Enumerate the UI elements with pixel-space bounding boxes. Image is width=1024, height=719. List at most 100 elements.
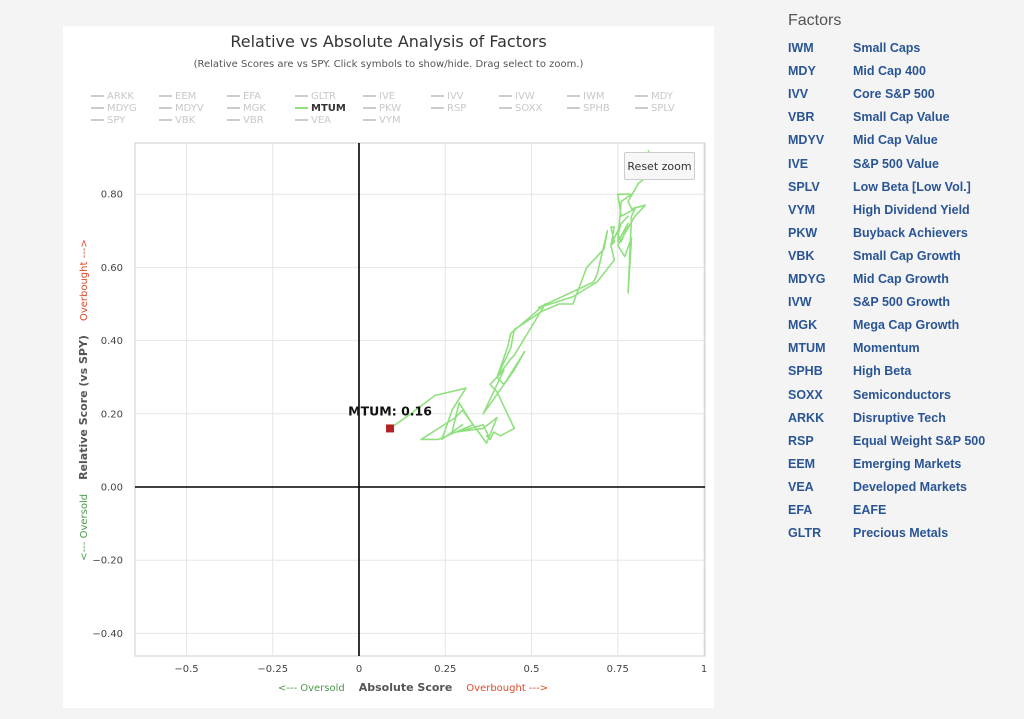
legend-item-mgk[interactable]: MGK (227, 103, 266, 114)
y-oversold-annotation: <--- Oversold (79, 494, 90, 561)
legend-item-mtum[interactable]: MTUM (295, 103, 346, 114)
legend-label: VYM (379, 115, 401, 126)
legend-symbol (635, 107, 648, 109)
x-tick-label: 0 (356, 664, 362, 675)
legend-symbol (363, 107, 376, 109)
legend-label: VBR (243, 115, 264, 126)
x-tick-label: 0.75 (607, 664, 629, 675)
factor-name: High Beta (853, 364, 912, 379)
legend-item-gltr[interactable]: GLTR (295, 91, 336, 102)
legend-item-efa[interactable]: EFA (227, 91, 261, 102)
factor-name: Disruptive Tech (853, 410, 946, 425)
legend-item-splv[interactable]: SPLV (635, 103, 675, 114)
y-axis-title: <--- Oversold Relative Score (vs SPY) Over… (77, 239, 90, 561)
factor-name: EAFE (853, 503, 887, 517)
legend-item-ivw[interactable]: IVW (499, 91, 535, 102)
x-axis-title: <--- Oversold Absolute Score Overbought --… (278, 681, 548, 694)
series-line-mtum[interactable] (389, 150, 650, 444)
x-overbought-annotation: Overbought ---> (466, 683, 548, 694)
factor-name: Small Cap Growth (853, 248, 961, 263)
factor-name: Semiconductors (853, 387, 951, 402)
legend-item-eem[interactable]: EEM (159, 91, 196, 102)
factor-ticker: IVV (788, 87, 809, 102)
legend-symbol (567, 107, 580, 109)
legend-item-vea[interactable]: VEA (295, 115, 331, 126)
legend-item-iwm[interactable]: IWM (567, 91, 604, 102)
factor-ticker: MTUM (788, 341, 826, 356)
factor-ticker: RSP (788, 433, 814, 448)
factor-ticker: SOXX (788, 387, 823, 402)
factors-title: Factors (788, 12, 842, 29)
legend-item-vbk[interactable]: VBK (159, 115, 195, 126)
y-tick-label: 0.40 (101, 336, 123, 347)
factor-ticker: VEA (788, 479, 814, 494)
legend-label: SOXX (515, 103, 543, 114)
x-tick-label: 1 (701, 664, 707, 675)
y-tick-label: −0.20 (92, 556, 123, 567)
chart-legend: ARKK EEM EFA GLTR IVE IVV IVW IWM MDY MDYG MDYV MGK… (91, 91, 691, 131)
legend-label: MDYV (175, 103, 204, 114)
legend-item-vbr[interactable]: VBR (227, 115, 264, 126)
legend-item-spy[interactable]: SPY (91, 115, 125, 126)
plot-area[interactable]: −0.5 −0.25 0 0.25 0.5 0.75 1 0.80 0.60 0.40 0.20 0.… (63, 26, 714, 708)
x-oversold-annotation: <--- Oversold (278, 683, 345, 694)
factor-ticker: IWM (788, 41, 814, 55)
legend-symbol (227, 95, 240, 97)
legend-symbol (363, 95, 376, 97)
legend-symbol (295, 119, 308, 121)
plot-frame (134, 142, 706, 657)
x-tick-label: 0.25 (434, 664, 456, 675)
chart-subtitle: (Relative Scores are vs SPY. Click symbo… (193, 59, 584, 70)
factor-ticker: PKW (788, 225, 818, 240)
factor-ticker: MDYG (788, 272, 826, 286)
factor-name: Precious Metals (853, 526, 949, 541)
legend-symbol (159, 119, 172, 121)
factor-ticker: EFA (788, 503, 813, 517)
legend-symbol (567, 95, 580, 97)
legend-item-arkk[interactable]: ARKK (91, 91, 134, 102)
legend-item-soxx[interactable]: SOXX (499, 103, 542, 114)
legend-label: RSP (447, 103, 467, 114)
legend-label: EFA (243, 91, 261, 102)
legend-item-ivv[interactable]: IVV (431, 91, 464, 102)
legend-symbol (499, 107, 512, 109)
legend-item-vym[interactable]: VYM (363, 115, 401, 126)
legend-item-pkw[interactable]: PKW (363, 103, 401, 114)
factor-name: Mid Cap Growth (853, 272, 949, 286)
factor-name: Equal Weight S&P 500 (853, 433, 986, 448)
x-tick-label: −0.25 (257, 664, 288, 675)
factor-name: S&P 500 Value (853, 156, 939, 171)
factor-ticker: SPLV (788, 179, 820, 194)
reset-zoom-button[interactable]: Reset zoom (624, 152, 695, 180)
y-overbought-annotation: Overbought ---> (79, 239, 90, 321)
factor-ticker: SPHB (788, 364, 823, 379)
factor-name: Mega Cap Growth (853, 318, 960, 333)
factor-ticker: MDY (788, 64, 816, 79)
legend-item-mdyv[interactable]: MDYV (159, 103, 204, 114)
factor-ticker: VYM (788, 202, 816, 217)
y-tick-label: −0.40 (92, 629, 123, 640)
legend-label: SPHB (583, 103, 610, 114)
legend-item-rsp[interactable]: RSP (431, 103, 466, 114)
legend-label: IVE (379, 91, 396, 102)
legend-symbol (499, 95, 512, 97)
current-point-marker[interactable] (386, 424, 395, 433)
y-tick-label: 0.80 (101, 190, 123, 201)
factor-name: Emerging Markets (853, 456, 962, 471)
legend-symbol (159, 107, 172, 109)
factor-ticker: EEM (788, 456, 816, 471)
factor-name: Momentum (853, 341, 920, 356)
legend-item-mdy[interactable]: MDY (635, 91, 673, 102)
legend-label: GLTR (311, 91, 336, 102)
legend-symbol (431, 107, 444, 109)
legend-item-ive[interactable]: IVE (363, 91, 395, 102)
legend-label: MDY (651, 91, 673, 102)
y-tick-label: 0.00 (101, 483, 123, 494)
legend-label: SPY (107, 115, 126, 126)
legend-item-mdyg[interactable]: MDYG (91, 103, 137, 114)
legend-label: MGK (243, 103, 266, 114)
factor-ticker: VBR (788, 110, 815, 125)
legend-item-sphb[interactable]: SPHB (567, 103, 610, 114)
factor-name: Mid Cap 400 (853, 64, 926, 79)
factor-ticker: MGK (788, 318, 818, 333)
